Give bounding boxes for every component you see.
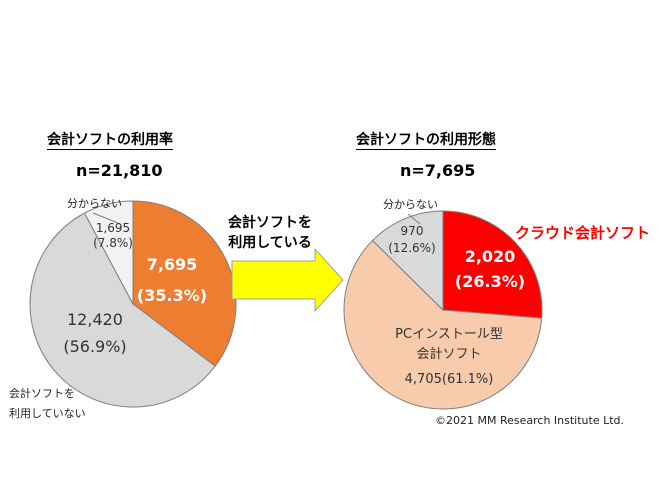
pie1-slice-3-value-label: 1,695 [96, 221, 130, 235]
copyright-text: ©2021 MM Research Institute Ltd. [435, 414, 625, 427]
pie1-slice-2-percent-label: (56.9%) [63, 337, 126, 356]
pie2-slice-1-percent-label: (26.3%) [455, 272, 525, 291]
pie1-slice-2 [29, 212, 216, 408]
right-chart-n: n=7,695 [400, 161, 476, 180]
pie1-slice-1-percent-label: (35.3%) [137, 286, 207, 305]
pie2-slice-1 [442, 210, 543, 319]
left-chart-n: n=21,810 [76, 161, 163, 180]
pie2-slice-2-label-line2: 会計ソフト [416, 346, 481, 362]
arrow-text-line1: 会計ソフトを [228, 215, 312, 231]
cloud-callout-label: クラウド会計ソフト [515, 224, 651, 242]
left-not-using-label-line1: 会計ソフトを [9, 387, 75, 400]
pie2-slice-2-value-label: 4,705(61.1%) [405, 372, 494, 387]
left-not-using-label-line2: 利用していない [9, 407, 86, 420]
arrow-text-line2: 利用している [228, 235, 312, 251]
pie2-slice-3-percent-label: (12.6%) [388, 241, 435, 255]
pie1-slice-1-value-label: 7,695 [147, 255, 198, 274]
pie1-slice-1 [132, 200, 237, 367]
right-chart-title: 会計ソフトの利用形態 [356, 129, 496, 150]
pie2-slice-2 [343, 239, 543, 410]
arrow-text: 会計ソフトを 利用している [218, 213, 322, 253]
left-unknown-label: 分からない [67, 197, 122, 210]
pie1-slice-2-value-label: 12,420 [67, 310, 123, 329]
pie2-slice-3 [371, 210, 444, 312]
pie2-slice-3-value-label: 970 [401, 224, 424, 238]
pie2-slice-1-value-label: 2,020 [465, 247, 516, 266]
right-unknown-leader-line [407, 213, 421, 225]
pie1-slice-3-percent-label: (7.8%) [93, 236, 133, 250]
pie1-slice-3 [83, 200, 134, 305]
left-chart-title: 会計ソフトの利用率 [47, 129, 173, 150]
yellow-arrow [231, 247, 344, 313]
right-unknown-label: 分からない [383, 198, 438, 211]
pie2-slice-2-label-line1: PCインストール型 [395, 327, 503, 342]
left-unknown-leader-line [92, 212, 119, 224]
